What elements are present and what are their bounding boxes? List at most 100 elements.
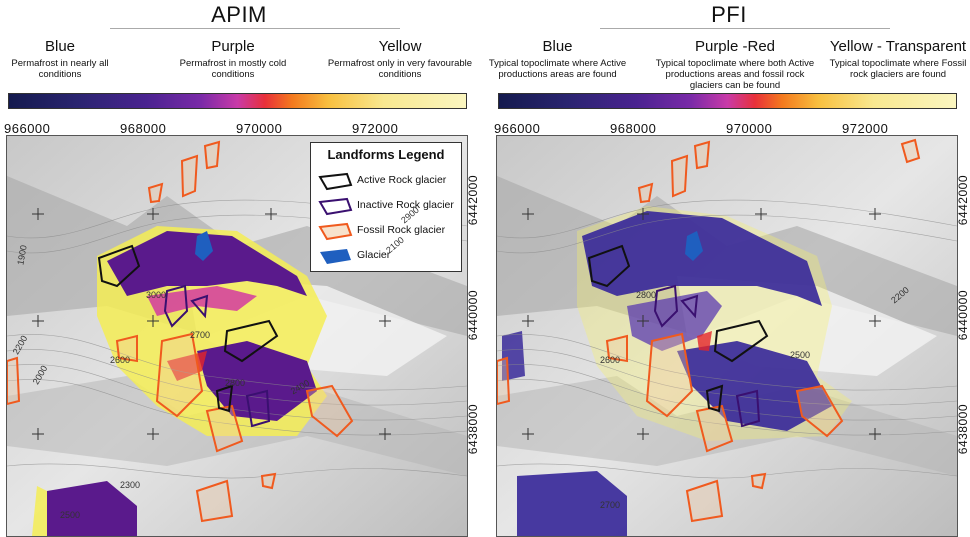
fossil-rock-glacier	[900, 138, 921, 164]
active-rock-glacier	[215, 384, 234, 413]
fossil-rock-glacier	[205, 404, 244, 453]
apim-purple-zone	[107, 231, 307, 296]
grid-crosses	[522, 208, 881, 440]
label-description: Typical topoclimate where Fossil rock gl…	[829, 58, 967, 80]
fossil-rock-glacier-swatch	[318, 222, 353, 241]
x-tick: 966000	[4, 121, 51, 136]
scale-label-blue: Blue Permafrost in nearly all conditions	[0, 38, 120, 80]
contour-label: 2500	[790, 350, 811, 360]
x-tick: 970000	[236, 121, 283, 136]
label-heading: Blue	[44, 38, 76, 55]
contour-label: 2800	[225, 378, 246, 388]
pfi-red-zone	[697, 331, 712, 351]
inactive-rock-glacier	[680, 294, 699, 319]
fossil-rock-glacier	[260, 472, 277, 490]
label-heading: Blue	[542, 38, 573, 55]
label-description: Permafrost in nearly all conditions	[11, 58, 109, 80]
fossil-rock-glaciers	[7, 140, 354, 523]
active-rock-glacier-swatch	[318, 172, 353, 191]
active-rock-glacier	[705, 384, 724, 413]
contour-lines	[497, 199, 957, 479]
scale-label-blue: Blue Typical topoclimate where Active pr…	[485, 38, 630, 80]
apim-purple-zone	[197, 341, 317, 421]
fossil-rock-glacier	[203, 140, 221, 170]
pfi-map	[496, 135, 958, 537]
fossil-rock-glacier	[195, 479, 234, 523]
apim-yellow-zone	[32, 486, 47, 536]
inactive-rock-glaciers	[163, 284, 271, 428]
x-tick: 970000	[726, 121, 773, 136]
contour-label: 2700	[600, 500, 621, 510]
x-tick: 972000	[352, 121, 399, 136]
fossil-rock-glacier	[305, 384, 354, 438]
inactive-rock-glacier	[245, 389, 271, 428]
panel-title: PFI	[711, 2, 747, 27]
scale-label-purple-red: Purple -Red Typical topoclimate where bo…	[655, 38, 815, 91]
contour-label: 2500	[60, 510, 81, 520]
active-rock-glacier	[223, 319, 279, 363]
panel-title: APIM	[211, 2, 267, 27]
contour-label: 2600	[600, 355, 621, 365]
fossil-rock-glacier	[693, 140, 711, 170]
y-tick: 6438000	[956, 404, 970, 455]
y-tick: 6442000	[466, 175, 480, 226]
fossil-rock-glacier	[115, 334, 138, 363]
pfi-blue-zone	[517, 471, 627, 536]
fossil-rock-glacier	[685, 479, 724, 523]
apim-magenta-zone	[147, 286, 257, 316]
inactive-rock-glacier	[163, 284, 189, 328]
x-tick: 972000	[842, 121, 889, 136]
fossil-rock-glacier	[637, 182, 654, 204]
y-tick: 6442000	[956, 175, 970, 226]
label-description: Typical topoclimate where both Active pr…	[655, 58, 815, 91]
contour-label: 2600	[110, 355, 131, 365]
contour-label: 2800	[636, 290, 657, 300]
active-rock-glaciers	[97, 244, 279, 413]
label-heading: Yellow - Transparent	[829, 38, 967, 55]
fossil-rock-glaciers	[497, 138, 921, 523]
apim-panel: APIM Blue Permafrost in nearly all condi…	[0, 0, 480, 537]
label-description: Permafrost in mostly cold conditions	[179, 58, 287, 80]
inactive-rock-glaciers	[653, 284, 761, 428]
inactive-rock-glacier	[735, 389, 761, 428]
label-heading: Purple -Red	[694, 38, 776, 55]
fossil-rock-glacier	[180, 154, 199, 198]
pfi-blue-zone	[582, 211, 822, 306]
inactive-rock-glacier	[190, 294, 209, 319]
apim-purple-zone	[47, 481, 137, 536]
glacier-swatch	[320, 249, 351, 264]
fossil-rock-glacier	[645, 332, 694, 418]
title-rule	[600, 28, 890, 29]
legend-item-label: Active Rock glacier	[357, 174, 447, 186]
legend-item-label: Inactive Rock glacier	[357, 199, 454, 211]
fossil-rock-glacier	[670, 154, 689, 198]
fossil-rock-glacier	[605, 334, 628, 363]
active-rock-glacier	[713, 319, 769, 363]
grid-crosses	[32, 208, 391, 440]
color-scale-bar	[8, 93, 467, 109]
contour-label: 2300	[120, 480, 141, 490]
contour-label: 2700	[190, 330, 211, 340]
x-tick: 968000	[120, 121, 167, 136]
fossil-rock-glacier	[155, 332, 204, 418]
label-heading: Purple	[211, 38, 255, 55]
scale-label-purple: Purple Permafrost in mostly cold conditi…	[178, 38, 288, 80]
active-rock-glaciers	[587, 244, 769, 413]
landforms-legend: Landforms Legend Active Rock glacier Ina…	[310, 142, 462, 272]
label-description: Typical topoclimate where Active product…	[488, 58, 627, 80]
glacier	[685, 231, 703, 261]
legend-item-label: Glacier	[357, 249, 391, 261]
apim-map: Landforms Legend Active Rock glacier Ina…	[6, 135, 468, 537]
fossil-rock-glacier	[750, 472, 767, 490]
label-heading: Yellow	[378, 38, 422, 55]
active-rock-glacier	[587, 244, 631, 288]
glacier	[195, 231, 213, 261]
inactive-rock-glacier	[653, 284, 679, 328]
fossil-rock-glacier	[695, 404, 734, 453]
y-tick: 6438000	[466, 404, 480, 455]
legend-title: Landforms Legend	[327, 147, 445, 162]
y-tick: 6440000	[466, 290, 480, 341]
fossil-rock-glacier	[795, 384, 844, 438]
fossil-rock-glacier	[7, 356, 21, 406]
scale-label-yellow-transparent: Yellow - Transparent Typical topoclimate…	[828, 38, 968, 80]
